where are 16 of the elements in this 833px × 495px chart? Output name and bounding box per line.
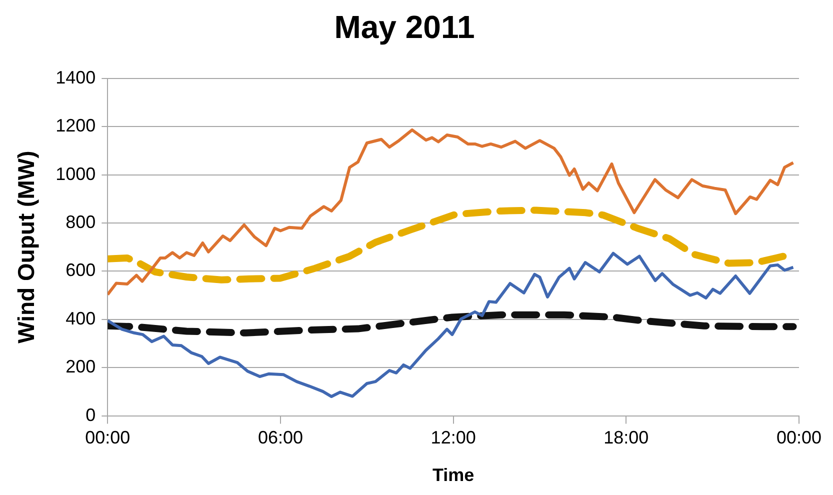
chart-title: May 2011 xyxy=(334,9,475,46)
y-tick-label: 200 xyxy=(66,356,96,377)
y-tick-label: 800 xyxy=(66,212,96,232)
y-tick-label: 1200 xyxy=(56,116,96,136)
x-tick-label: 12:00 xyxy=(430,428,476,448)
y-tick-label: 1400 xyxy=(56,67,96,88)
y-axis-title: Wind Ouput (MW) xyxy=(13,150,40,344)
y-tick-label: 600 xyxy=(66,260,96,280)
y-tick-label: 1000 xyxy=(56,164,96,184)
x-tick-label: 18:00 xyxy=(604,428,649,448)
x-tick-label: 00:00 xyxy=(776,428,822,448)
x-tick-label: 00:00 xyxy=(85,428,130,448)
x-axis-title: Time xyxy=(432,465,474,486)
y-tick-label: 0 xyxy=(86,404,96,425)
y-tick-label: 400 xyxy=(66,308,96,328)
x-tick-label: 06:00 xyxy=(258,428,304,448)
